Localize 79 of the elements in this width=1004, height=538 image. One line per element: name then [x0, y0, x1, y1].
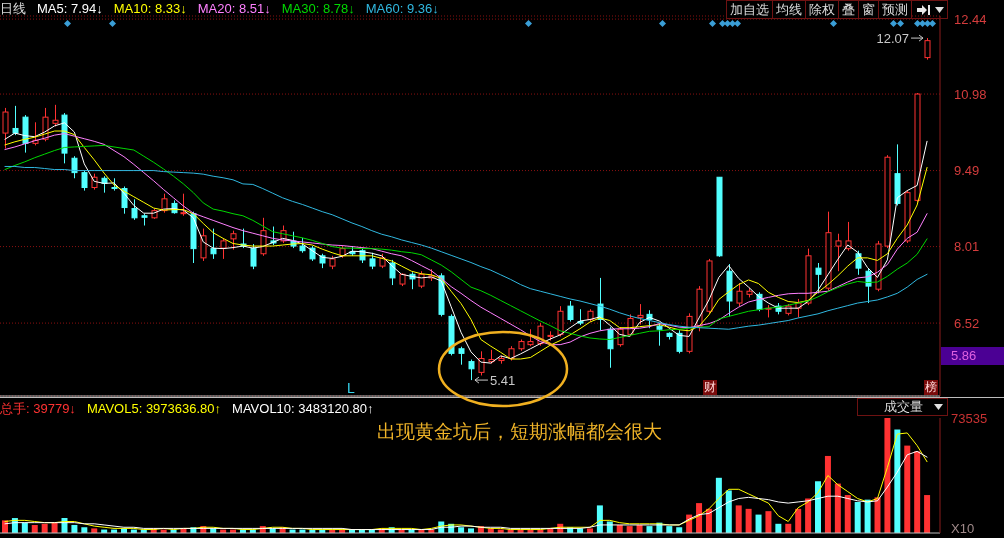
annotation: 12.07 — [876, 31, 910, 47]
bar — [854, 501, 861, 533]
annotation: L — [347, 380, 355, 396]
y-tick-label: 8.01 — [954, 239, 980, 255]
candlestick — [468, 359, 475, 381]
bar — [844, 495, 851, 533]
text: MA60: 9.36↓ — [365, 1, 439, 17]
bar — [904, 445, 911, 533]
candlestick — [52, 104, 59, 127]
candlestick — [676, 329, 683, 354]
candlestick — [478, 350, 485, 376]
candlestick — [637, 303, 644, 326]
candlestick — [924, 37, 931, 61]
annotation: 出现黄金坑后，短期涨幅都会很大 — [377, 421, 662, 442]
annotation: 预测 — [882, 2, 908, 17]
bar — [884, 418, 891, 533]
badge: 榜 — [924, 380, 938, 395]
annotation: 加自选 — [730, 2, 769, 17]
dropdown: 成交量 — [857, 398, 948, 416]
y-tick-label: 6.52 — [954, 315, 980, 331]
y-tick-label: 9.49 — [954, 163, 980, 179]
bar — [824, 455, 831, 533]
text: 73535 — [951, 411, 988, 426]
button: 窗 — [858, 0, 879, 19]
bar — [735, 505, 742, 533]
candlestick — [389, 259, 396, 286]
text: MAVOL5: 3973636.80↑ — [86, 401, 222, 417]
y-tick-label: 10.98 — [954, 86, 987, 102]
candlestick — [736, 282, 743, 307]
chart-title: 日线 — [0, 1, 26, 17]
annotation: 叠 — [842, 2, 855, 17]
annotation: 5.41 — [489, 373, 516, 389]
candlestick — [220, 238, 227, 260]
y-tick-label: 12.44 — [954, 11, 987, 27]
annotation: 均线 — [776, 2, 802, 17]
button: 预测 — [878, 0, 912, 19]
text: MAVOL10: 3483120.80↑ — [232, 401, 374, 417]
candlestick — [557, 305, 564, 337]
button: 叠 — [838, 0, 859, 19]
annotation: 窗 — [862, 2, 875, 17]
button: 均线 — [772, 0, 806, 19]
text: MA5: 7.94↓ — [37, 1, 103, 17]
candlestick — [12, 105, 19, 136]
bar — [755, 514, 762, 533]
button: 加自选 — [726, 0, 773, 19]
bar — [864, 499, 871, 533]
bar — [834, 483, 841, 533]
candlestick — [607, 326, 614, 369]
bar — [914, 451, 921, 533]
bar — [924, 495, 931, 533]
bar — [715, 477, 722, 533]
candlestick — [656, 322, 663, 347]
candlestick — [180, 193, 187, 217]
bar — [815, 481, 822, 533]
label-box: 5.86 — [941, 347, 1004, 365]
text: MA10: 8.33↓ — [113, 1, 187, 17]
bar — [765, 511, 772, 533]
bar — [725, 490, 732, 533]
bar — [696, 503, 703, 533]
text: MA30: 8.78↓ — [281, 1, 355, 17]
candlestick — [131, 198, 138, 221]
candlestick — [200, 228, 207, 262]
candlestick — [835, 233, 842, 272]
annotation: 除权 — [809, 2, 835, 17]
text: MA20: 8.51↓ — [197, 1, 271, 17]
candlestick — [230, 230, 237, 251]
candlestick — [81, 170, 88, 192]
text: 总手: 39779↓ — [0, 401, 76, 417]
button: 除权 — [805, 0, 839, 19]
candlestick — [71, 155, 78, 179]
bar — [745, 508, 752, 533]
badge: 财 — [703, 380, 717, 395]
text: X10 — [951, 521, 975, 536]
bar — [795, 508, 802, 533]
candlestick — [210, 228, 217, 260]
bar — [874, 497, 881, 533]
bar — [894, 429, 901, 533]
candlestick — [250, 243, 257, 270]
candlestick — [567, 300, 574, 323]
